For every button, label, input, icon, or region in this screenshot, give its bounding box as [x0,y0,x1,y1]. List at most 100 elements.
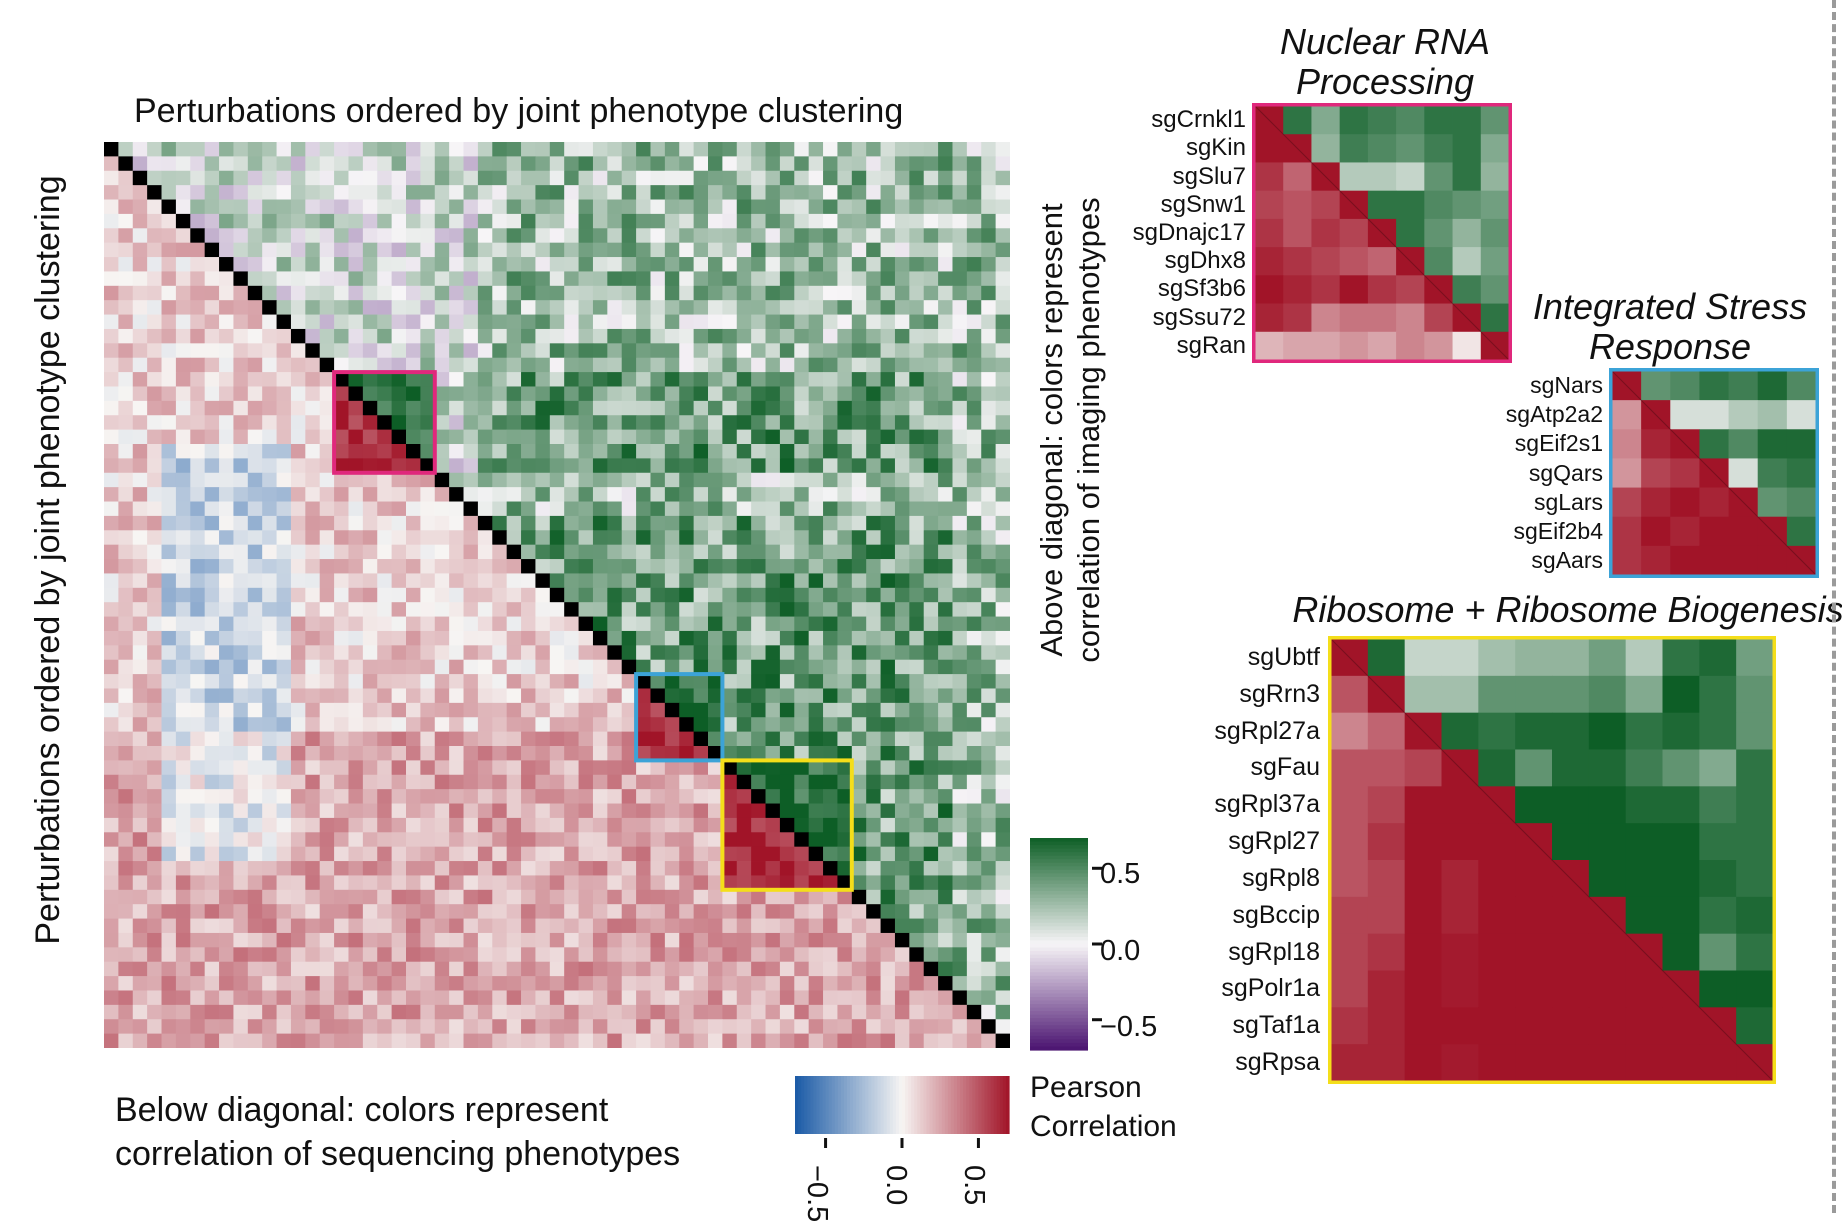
main-cell [190,961,206,977]
main-cell [549,314,565,330]
main-cell [305,947,321,963]
main-cell [995,731,1010,747]
main-cell [650,774,666,790]
main-cell [837,285,853,301]
main-cell [147,961,162,977]
main-cell [909,372,925,387]
main-cell [104,400,119,416]
main-cell [118,242,134,258]
main-cell [305,156,321,172]
cell [1283,331,1312,361]
row-label: sgRpl37a [1214,790,1320,819]
main-cell [348,717,364,733]
main-cell [909,961,925,977]
main-cell [434,932,450,948]
main-cell [722,616,738,632]
main-cell [693,904,709,919]
main-cell [305,515,321,531]
cb-green-step [1030,905,1088,910]
main-cell [319,846,335,862]
main-cell [477,760,493,776]
main-cell [521,386,536,402]
main-cell [966,932,982,948]
main-cell [175,918,191,934]
main-cell [679,343,695,359]
main-cell [837,645,853,661]
cell [1728,429,1759,459]
main-cell [621,789,637,804]
main-cell [463,1004,479,1020]
cb-green-step [1030,936,1088,942]
main-cell [190,458,206,474]
main-cell [952,314,968,330]
main-cell [736,961,752,977]
main-cell [434,1019,450,1035]
main-cell [161,530,177,546]
main-cell [751,717,766,733]
main-cell [348,875,364,891]
main-cell [981,774,997,790]
main-cell [736,444,752,459]
main-cell [708,760,723,776]
main-cell [492,817,508,833]
cell [1367,639,1406,677]
main-cell [794,1033,810,1048]
main-cell [262,257,277,272]
main-cell [981,1004,997,1020]
main-cell [693,328,709,344]
main-cell [219,472,234,488]
main-cell [866,817,881,833]
main-cell [650,875,666,891]
main-cell [175,932,191,948]
cell [1588,823,1627,861]
main-cell [995,544,1010,560]
main-cell [693,918,709,934]
main-cell [463,372,479,387]
main-cell [765,717,781,733]
main-cell [880,961,896,977]
main-cell [175,257,191,272]
main-cell [607,185,623,200]
main-cell [650,861,666,876]
main-cell [535,573,551,589]
main-cell [578,156,594,172]
cb-red-step [944,1076,949,1134]
main-cell [722,688,738,704]
main-cell [492,199,508,215]
main-cell [621,242,637,258]
main-cell [607,846,623,862]
main-cell [204,400,220,416]
main-cell [262,386,277,402]
main-cell [549,961,565,977]
cell [1699,896,1737,935]
main-cell [894,314,910,330]
main-cell [319,674,335,689]
main-cell [233,875,249,891]
main-cell [851,444,867,459]
main-cell [305,142,321,157]
main-cell [794,400,810,416]
main-cell [219,400,234,416]
main-cell [779,515,795,531]
main-cell [262,415,277,431]
main-cell [693,544,709,560]
main-cell [995,156,1010,172]
main-cell [477,458,493,474]
main-cell [377,904,393,919]
main-cell [247,630,263,646]
main-cell [104,702,119,718]
main-cell [794,257,810,272]
main-cell [391,156,407,172]
main-cell [247,659,263,675]
main-cell [995,889,1010,905]
main-cell [334,875,349,891]
main-cell [290,602,306,617]
cell [1786,429,1817,459]
main-cell [938,976,953,991]
main-cell [276,142,292,157]
main-cell [161,271,177,287]
main-cell [362,487,378,502]
main-cell [132,760,148,776]
main-cell [132,415,148,431]
main-cell [578,343,594,359]
